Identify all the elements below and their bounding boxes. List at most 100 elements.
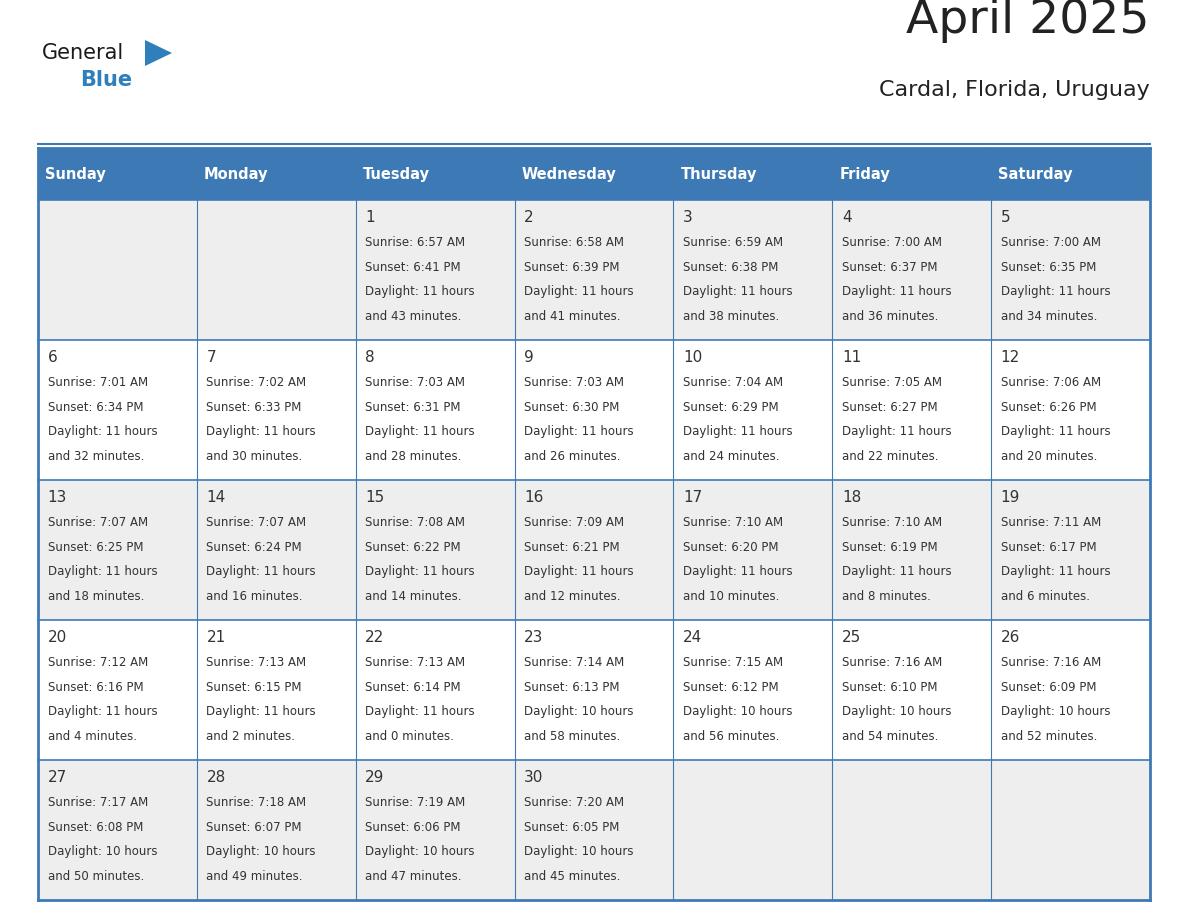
Text: and 38 minutes.: and 38 minutes. <box>683 310 779 323</box>
Text: Sunrise: 7:10 AM: Sunrise: 7:10 AM <box>683 517 783 530</box>
Text: Sunrise: 7:08 AM: Sunrise: 7:08 AM <box>365 517 466 530</box>
Text: Sunrise: 7:00 AM: Sunrise: 7:00 AM <box>1000 237 1100 250</box>
Text: and 32 minutes.: and 32 minutes. <box>48 450 144 463</box>
Text: Daylight: 11 hours: Daylight: 11 hours <box>1000 565 1111 578</box>
Text: Sunrise: 7:07 AM: Sunrise: 7:07 AM <box>207 517 307 530</box>
Text: and 45 minutes.: and 45 minutes. <box>524 870 620 883</box>
Bar <box>38 340 1150 480</box>
Text: Sunset: 6:09 PM: Sunset: 6:09 PM <box>1000 681 1097 694</box>
Text: and 26 minutes.: and 26 minutes. <box>524 450 620 463</box>
Text: and 24 minutes.: and 24 minutes. <box>683 450 779 463</box>
Text: Daylight: 11 hours: Daylight: 11 hours <box>48 565 157 578</box>
Text: and 30 minutes.: and 30 minutes. <box>207 450 303 463</box>
Text: Daylight: 10 hours: Daylight: 10 hours <box>1000 705 1110 719</box>
Text: Sunrise: 7:16 AM: Sunrise: 7:16 AM <box>1000 656 1101 669</box>
Text: and 34 minutes.: and 34 minutes. <box>1000 310 1097 323</box>
Text: 4: 4 <box>842 210 852 225</box>
Text: Sunrise: 7:10 AM: Sunrise: 7:10 AM <box>842 517 942 530</box>
Text: 8: 8 <box>365 350 375 364</box>
Text: Daylight: 11 hours: Daylight: 11 hours <box>524 425 633 439</box>
Text: Sunset: 6:13 PM: Sunset: 6:13 PM <box>524 681 620 694</box>
Text: Monday: Monday <box>204 166 268 182</box>
Text: and 8 minutes.: and 8 minutes. <box>842 590 930 603</box>
Text: and 56 minutes.: and 56 minutes. <box>683 730 779 743</box>
Text: Sunset: 6:33 PM: Sunset: 6:33 PM <box>207 401 302 414</box>
Text: 13: 13 <box>48 490 67 505</box>
Text: Daylight: 10 hours: Daylight: 10 hours <box>365 845 475 858</box>
Text: Sunset: 6:16 PM: Sunset: 6:16 PM <box>48 681 144 694</box>
Text: Daylight: 11 hours: Daylight: 11 hours <box>48 705 157 719</box>
Text: Sunrise: 7:17 AM: Sunrise: 7:17 AM <box>48 797 147 810</box>
Text: Friday: Friday <box>840 166 890 182</box>
Text: Sunset: 6:39 PM: Sunset: 6:39 PM <box>524 261 620 274</box>
Text: Daylight: 11 hours: Daylight: 11 hours <box>1000 425 1111 439</box>
Text: Daylight: 10 hours: Daylight: 10 hours <box>842 705 952 719</box>
Text: and 14 minutes.: and 14 minutes. <box>365 590 462 603</box>
Text: 12: 12 <box>1000 350 1020 364</box>
Text: and 49 minutes.: and 49 minutes. <box>207 870 303 883</box>
Bar <box>38 480 1150 620</box>
Text: Sunrise: 6:57 AM: Sunrise: 6:57 AM <box>365 237 466 250</box>
Text: Sunrise: 7:00 AM: Sunrise: 7:00 AM <box>842 237 942 250</box>
Text: Sunrise: 6:59 AM: Sunrise: 6:59 AM <box>683 237 783 250</box>
Text: Sunset: 6:34 PM: Sunset: 6:34 PM <box>48 401 143 414</box>
Text: Daylight: 11 hours: Daylight: 11 hours <box>207 705 316 719</box>
Text: Cardal, Florida, Uruguay: Cardal, Florida, Uruguay <box>879 80 1150 100</box>
Text: Sunrise: 7:16 AM: Sunrise: 7:16 AM <box>842 656 942 669</box>
Text: Sunset: 6:17 PM: Sunset: 6:17 PM <box>1000 541 1097 554</box>
Text: 14: 14 <box>207 490 226 505</box>
Text: 1: 1 <box>365 210 375 225</box>
Text: 20: 20 <box>48 630 67 644</box>
Text: 7: 7 <box>207 350 216 364</box>
Text: Daylight: 11 hours: Daylight: 11 hours <box>842 425 952 439</box>
Text: Sunset: 6:12 PM: Sunset: 6:12 PM <box>683 681 778 694</box>
Text: Daylight: 11 hours: Daylight: 11 hours <box>207 425 316 439</box>
Text: and 16 minutes.: and 16 minutes. <box>207 590 303 603</box>
Text: Sunset: 6:06 PM: Sunset: 6:06 PM <box>365 821 461 834</box>
Text: Thursday: Thursday <box>681 166 757 182</box>
Text: 26: 26 <box>1000 630 1020 644</box>
Bar <box>197 148 355 200</box>
Text: 21: 21 <box>207 630 226 644</box>
Bar <box>38 200 1150 340</box>
Text: Sunrise: 7:02 AM: Sunrise: 7:02 AM <box>207 376 307 389</box>
Text: 18: 18 <box>842 490 861 505</box>
Text: Sunrise: 7:13 AM: Sunrise: 7:13 AM <box>207 656 307 669</box>
Text: Sunrise: 7:11 AM: Sunrise: 7:11 AM <box>1000 517 1101 530</box>
Text: Daylight: 10 hours: Daylight: 10 hours <box>207 845 316 858</box>
Text: 23: 23 <box>524 630 543 644</box>
Text: Sunset: 6:10 PM: Sunset: 6:10 PM <box>842 681 937 694</box>
Text: and 2 minutes.: and 2 minutes. <box>207 730 296 743</box>
Text: 30: 30 <box>524 770 543 785</box>
Text: and 41 minutes.: and 41 minutes. <box>524 310 620 323</box>
Bar <box>833 148 991 200</box>
Text: Daylight: 11 hours: Daylight: 11 hours <box>1000 285 1111 298</box>
Text: Sunset: 6:24 PM: Sunset: 6:24 PM <box>207 541 302 554</box>
Text: Daylight: 10 hours: Daylight: 10 hours <box>524 705 633 719</box>
Text: 27: 27 <box>48 770 67 785</box>
Text: Sunset: 6:05 PM: Sunset: 6:05 PM <box>524 821 619 834</box>
Text: Daylight: 11 hours: Daylight: 11 hours <box>683 565 792 578</box>
Text: Sunset: 6:37 PM: Sunset: 6:37 PM <box>842 261 937 274</box>
Text: Daylight: 10 hours: Daylight: 10 hours <box>683 705 792 719</box>
Text: and 6 minutes.: and 6 minutes. <box>1000 590 1089 603</box>
Text: Sunrise: 7:04 AM: Sunrise: 7:04 AM <box>683 376 783 389</box>
Text: Sunrise: 7:13 AM: Sunrise: 7:13 AM <box>365 656 466 669</box>
Text: and 28 minutes.: and 28 minutes. <box>365 450 462 463</box>
Text: Sunset: 6:27 PM: Sunset: 6:27 PM <box>842 401 937 414</box>
Text: Sunset: 6:31 PM: Sunset: 6:31 PM <box>365 401 461 414</box>
Text: Sunset: 6:26 PM: Sunset: 6:26 PM <box>1000 401 1097 414</box>
Text: Sunrise: 7:20 AM: Sunrise: 7:20 AM <box>524 797 624 810</box>
Text: Daylight: 10 hours: Daylight: 10 hours <box>524 845 633 858</box>
Text: and 43 minutes.: and 43 minutes. <box>365 310 462 323</box>
Text: Sunset: 6:07 PM: Sunset: 6:07 PM <box>207 821 302 834</box>
Text: Sunset: 6:20 PM: Sunset: 6:20 PM <box>683 541 778 554</box>
Text: 15: 15 <box>365 490 385 505</box>
Bar <box>355 148 514 200</box>
Text: 22: 22 <box>365 630 385 644</box>
Text: and 18 minutes.: and 18 minutes. <box>48 590 144 603</box>
Text: 19: 19 <box>1000 490 1020 505</box>
Text: Daylight: 11 hours: Daylight: 11 hours <box>524 285 633 298</box>
Text: General: General <box>42 43 125 63</box>
Text: Sunset: 6:30 PM: Sunset: 6:30 PM <box>524 401 619 414</box>
